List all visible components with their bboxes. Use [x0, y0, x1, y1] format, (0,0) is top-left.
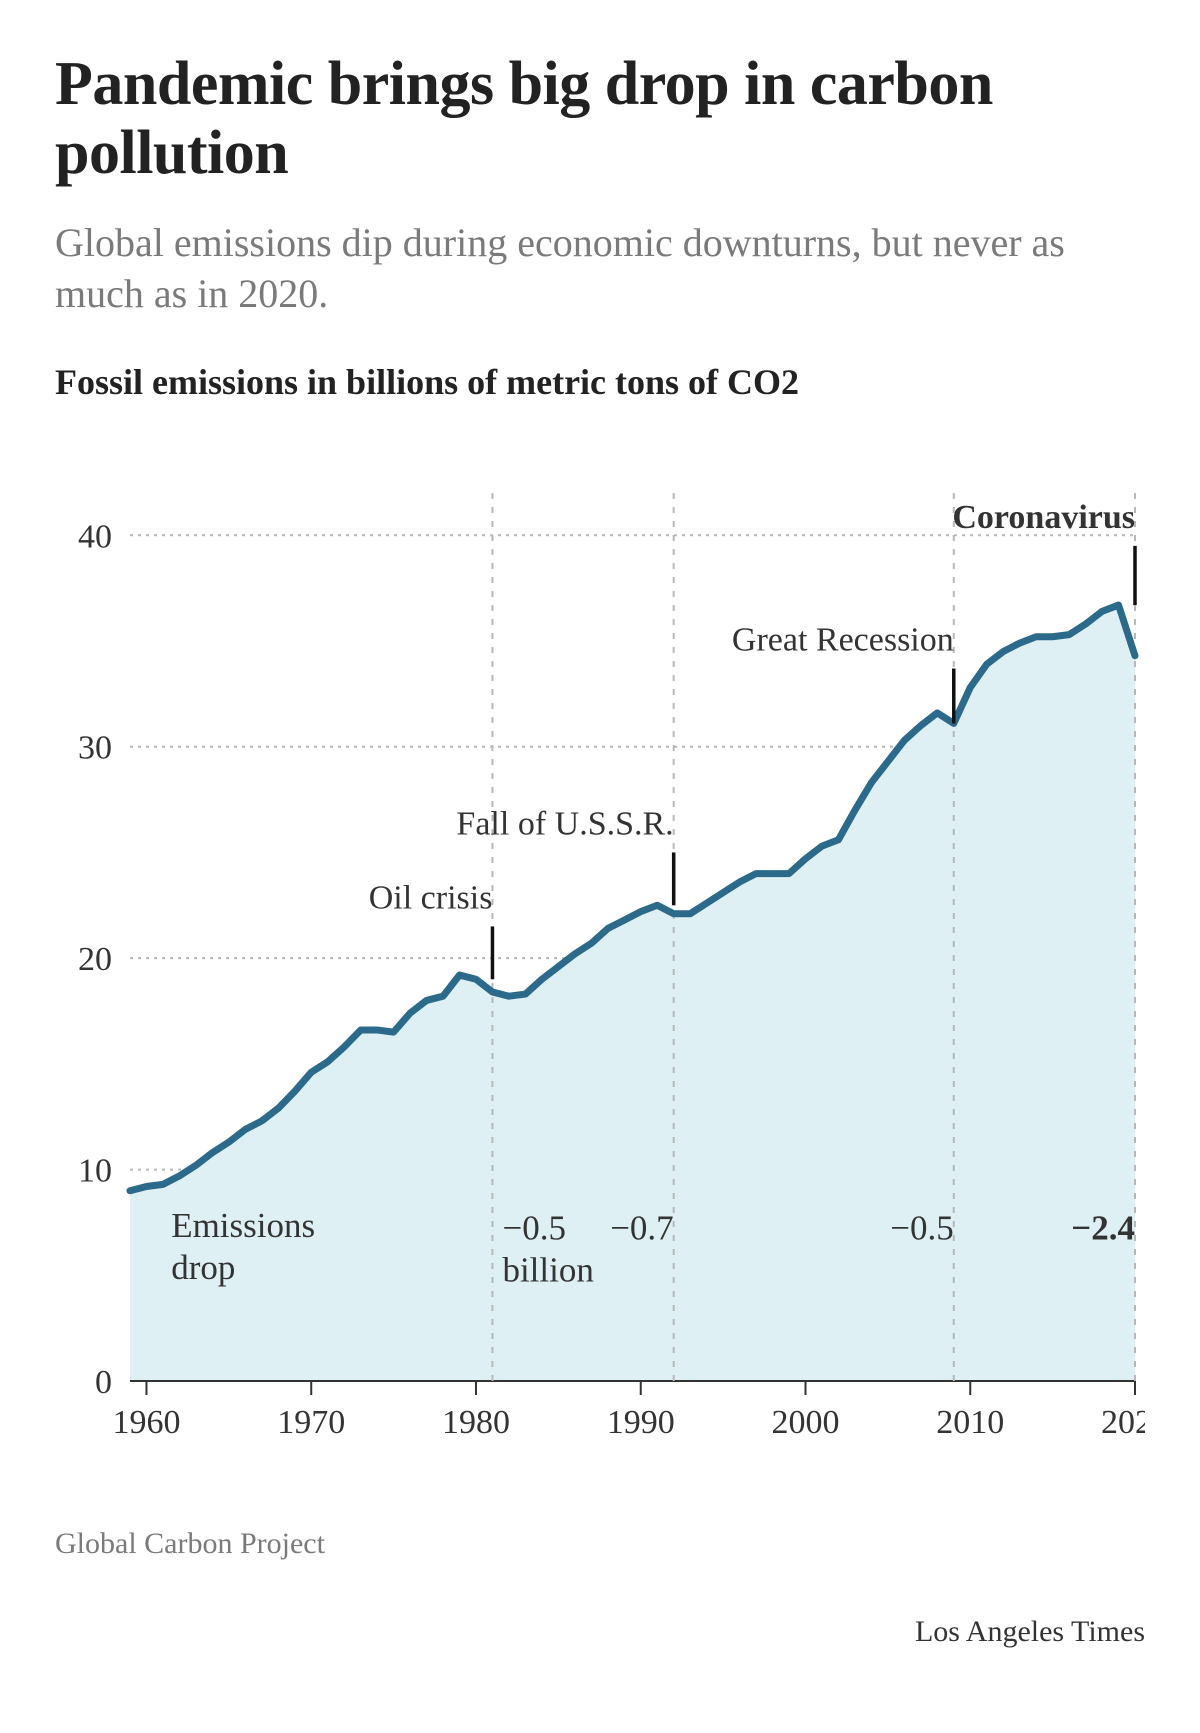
- y-tick-label: 20: [78, 941, 112, 978]
- emissions-drop-label: Emissions: [171, 1206, 315, 1245]
- event-label: Fall of U.S.S.R.: [456, 806, 673, 843]
- event-label: Coronavirus: [952, 499, 1135, 536]
- event-drop-value: −0.5: [890, 1209, 954, 1248]
- chart-svg: 0 10 20 30 40 1960 1970 1980 1990 2000 2010 2020 Oil…: [55, 423, 1145, 1463]
- event-drop-suffix: billion: [502, 1251, 593, 1290]
- x-tick-label: 1980: [442, 1404, 510, 1441]
- event-label: Great Recession: [732, 622, 954, 659]
- event-drop-value: −2.4: [1071, 1209, 1135, 1248]
- x-tick-label: 1990: [607, 1404, 675, 1441]
- y-tick-label: 0: [95, 1364, 112, 1401]
- x-tick-label: 2000: [771, 1404, 839, 1441]
- x-tick-label: 1960: [112, 1404, 180, 1441]
- event-drop-value: −0.5: [502, 1209, 565, 1248]
- x-tick-label: 2010: [936, 1404, 1004, 1441]
- x-tick-label: 2020: [1101, 1404, 1145, 1441]
- chart: 0 10 20 30 40 1960 1970 1980 1990 2000 2010 2020 Oil…: [55, 423, 1145, 1463]
- emissions-drop-label: drop: [171, 1248, 235, 1287]
- y-tick-label: 40: [78, 519, 112, 556]
- y-axis-title: Fossil emissions in billions of metric t…: [55, 361, 1145, 403]
- source-line: Global Carbon Project: [55, 1527, 1145, 1561]
- subhead: Global emissions dip during economic dow…: [55, 217, 1145, 319]
- headline: Pandemic brings big drop in carbon pollu…: [55, 50, 1145, 189]
- area-fill: [130, 605, 1135, 1381]
- x-tick-label: 1970: [277, 1404, 345, 1441]
- y-tick-label: 30: [78, 730, 112, 767]
- y-tick-label: 10: [78, 1153, 112, 1190]
- event-label: Oil crisis: [369, 880, 493, 917]
- credit-line: Los Angeles Times: [55, 1615, 1145, 1649]
- chart-container: Pandemic brings big drop in carbon pollu…: [0, 0, 1200, 1733]
- event-drop-value: −0.7: [610, 1209, 674, 1248]
